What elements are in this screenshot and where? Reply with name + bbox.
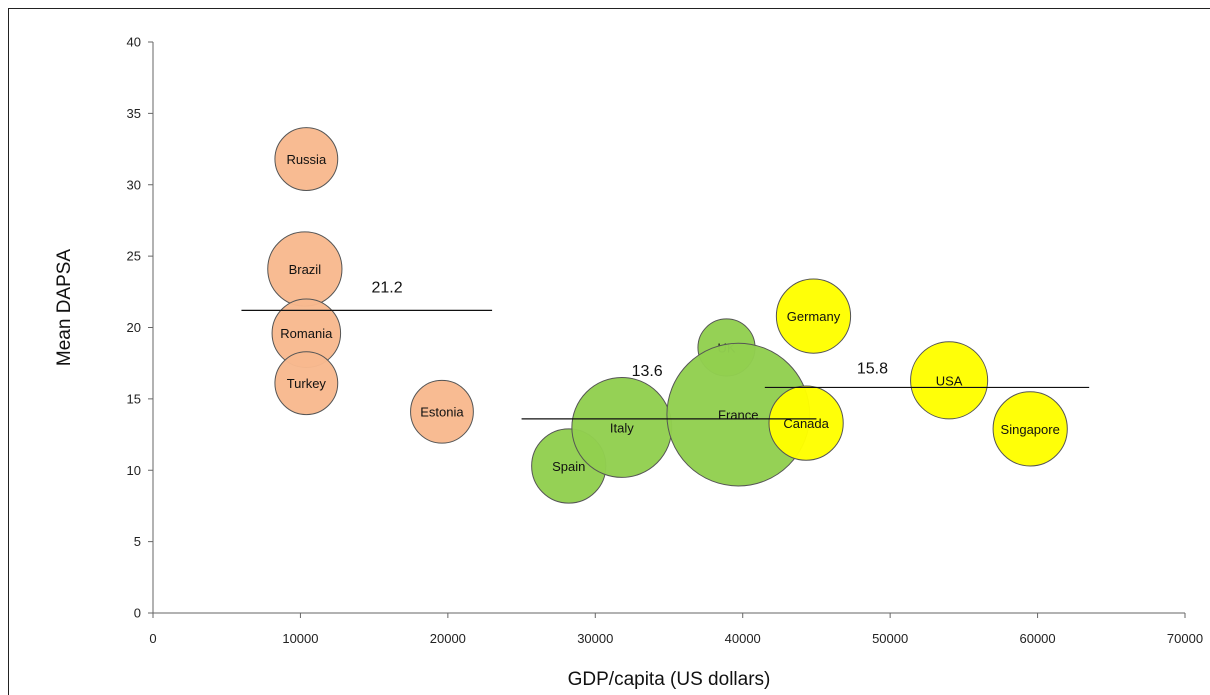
bubble-canada: Canada (768, 385, 844, 461)
bubble-label: France (718, 408, 758, 423)
bubble-italy: Italy (571, 376, 673, 478)
bubble-estonia: Estonia (410, 379, 474, 444)
x-tick-label: 60000 (1019, 631, 1055, 646)
bubble-label: Brazil (289, 262, 322, 277)
x-tick-label: 20000 (430, 631, 466, 646)
y-tick-label: 10 (127, 463, 141, 478)
bubble-estonia-circle (410, 379, 474, 444)
mean-line-label: 15.8 (857, 360, 888, 377)
bubble-france: France (666, 342, 811, 487)
mean-line-label: 13.6 (632, 363, 663, 380)
y-tick-label: 20 (127, 320, 141, 335)
bubble-label: Germany (787, 309, 841, 324)
bubble-label: USA (936, 373, 963, 388)
y-tick-label: 5 (134, 534, 141, 549)
x-tick-label: 30000 (577, 631, 613, 646)
bubble-label: Russia (286, 152, 327, 167)
bubble-turkey: Turkey (274, 351, 339, 416)
x-tick-label: 0 (149, 631, 156, 646)
bubble-label: Singapore (1001, 422, 1060, 437)
bubble-germany-circle (775, 278, 852, 354)
bubble-label: Estonia (420, 405, 464, 420)
y-axis-title: Mean DAPSA (54, 249, 75, 367)
bubble-brazil: Brazil (267, 231, 343, 307)
y-axis-ticks: 0 5 10 15 20 25 30 35 40 (127, 35, 153, 621)
bubble-label: Canada (783, 416, 829, 431)
bubble-label: Italy (610, 420, 634, 435)
bubble-usa: USA (910, 341, 989, 420)
bubble-turkey-circle (274, 351, 339, 416)
y-tick-label: 35 (127, 106, 141, 121)
bubble-russia-circle (274, 127, 339, 191)
x-tick-label: 10000 (282, 631, 318, 646)
y-tick-label: 30 (127, 177, 141, 192)
bubble-romania: Romania (271, 298, 342, 368)
bubbles: RussiaBrazilRomaniaTurkeyEstoniaUKSpainI… (267, 127, 1068, 504)
y-tick-label: 15 (127, 391, 141, 406)
bubble-germany: Germany (775, 278, 852, 354)
x-axis-title: GDP/capita (US dollars) (568, 669, 771, 690)
y-tick-label: 40 (127, 35, 141, 50)
bubble-label: Romania (280, 326, 333, 341)
x-tick-label: 40000 (725, 631, 761, 646)
x-tick-label: 70000 (1167, 631, 1203, 646)
x-tick-label: 50000 (872, 631, 908, 646)
bubble-usa-circle (910, 341, 989, 420)
bubble-label: Turkey (287, 376, 327, 391)
x-axis-ticks: 0 10000 20000 30000 40000 50000 60000 70000 (149, 613, 1203, 646)
bubble-singapore-circle (992, 391, 1068, 467)
mean-lines: 21.2 13.6 15.8 (241, 279, 1090, 420)
bubble-russia: Russia (274, 127, 339, 191)
bubble-singapore: Singapore (992, 391, 1068, 467)
bubble-canada-circle (768, 385, 844, 461)
chart-frame (8, 8, 1210, 695)
y-tick-label: 25 (127, 249, 141, 264)
bubble-label: Spain (552, 459, 585, 474)
mean-line-label: 21.2 (371, 279, 402, 296)
y-tick-label: 0 (134, 606, 141, 621)
